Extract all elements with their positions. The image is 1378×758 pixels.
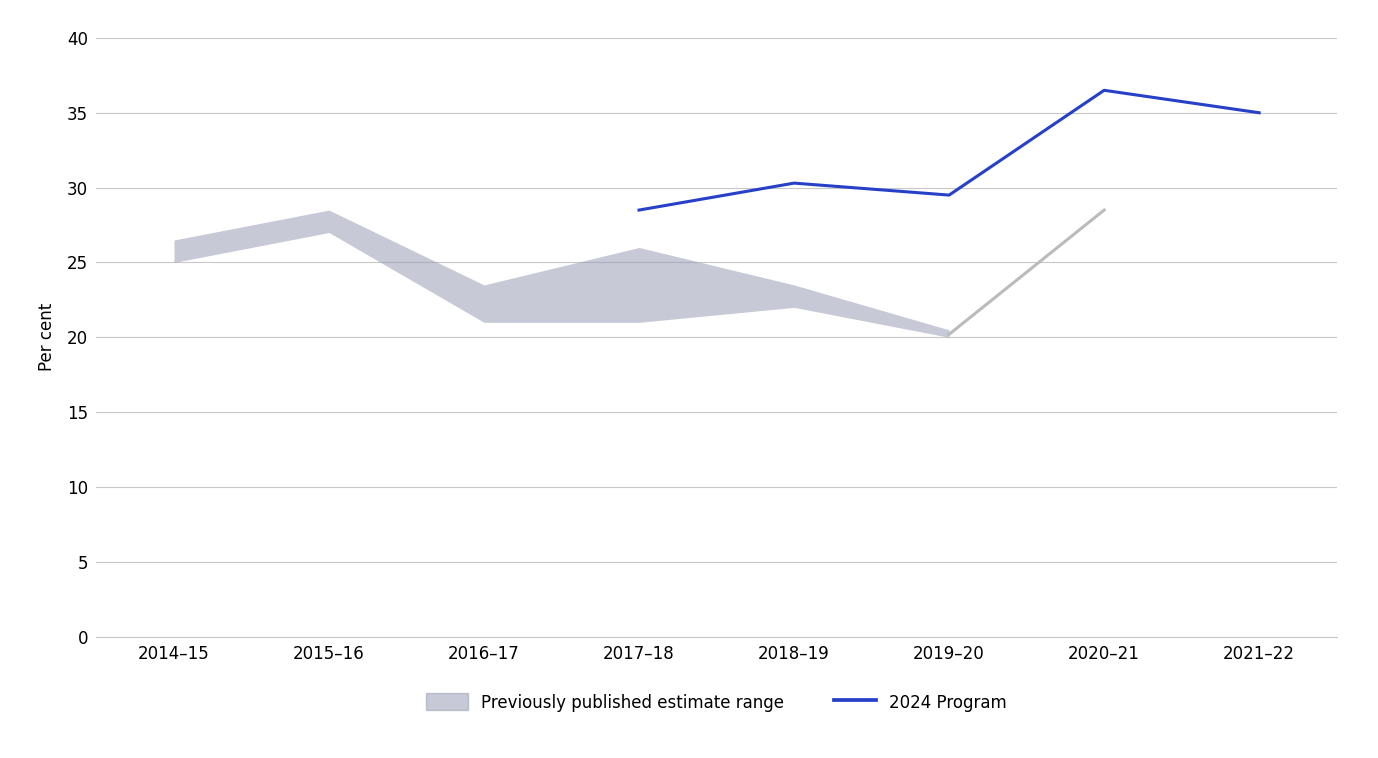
Y-axis label: Per cent: Per cent	[37, 303, 56, 371]
Legend: Previously published estimate range, 2024 Program: Previously published estimate range, 202…	[419, 687, 1014, 719]
